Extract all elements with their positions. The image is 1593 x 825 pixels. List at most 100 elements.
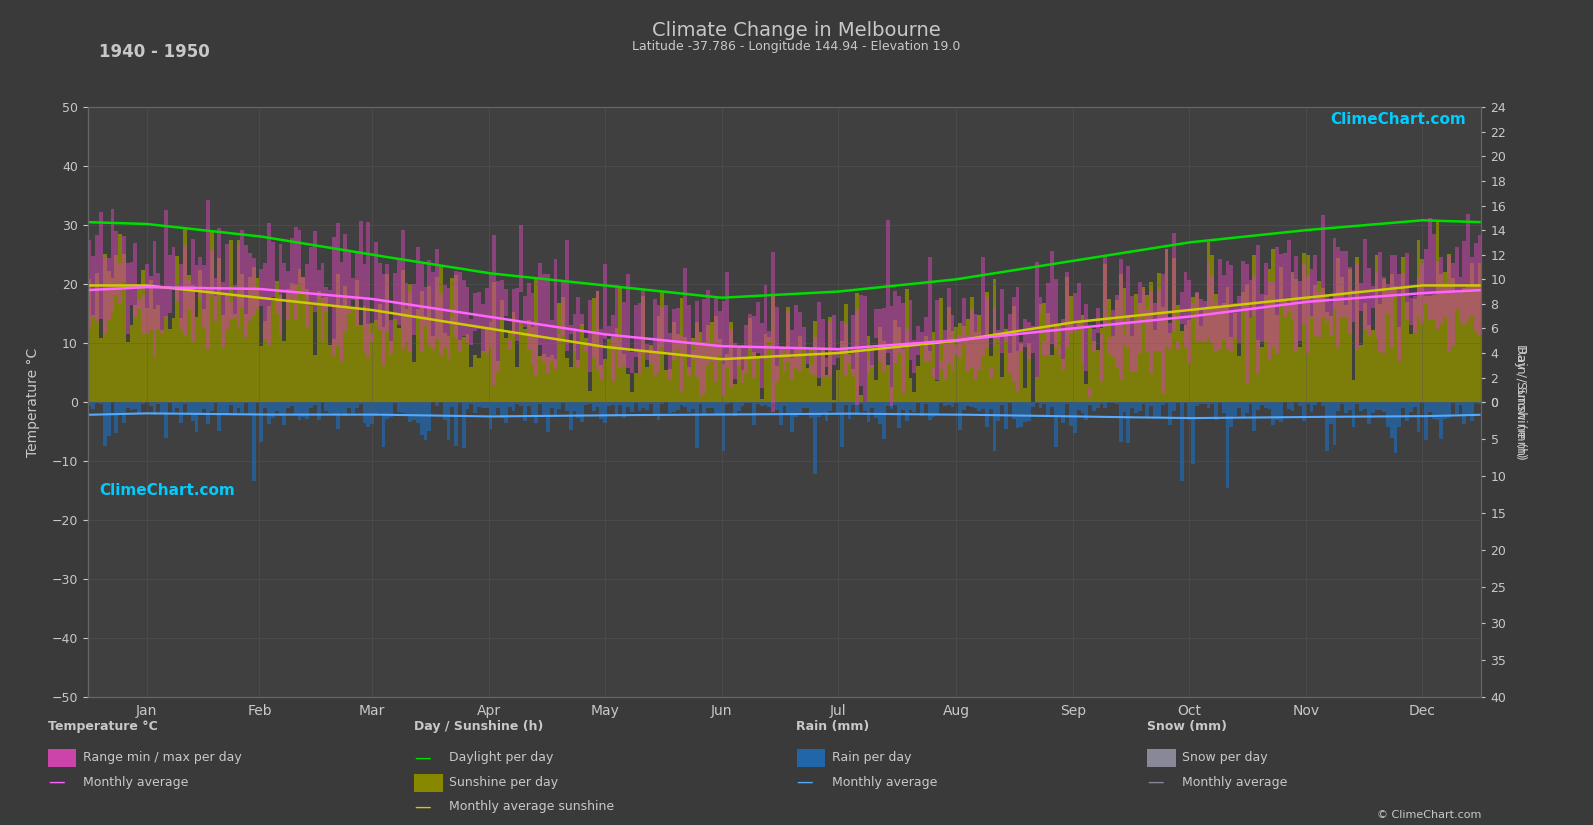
Bar	[191, 403, 194, 421]
Bar	[886, 403, 889, 406]
Bar	[1000, 290, 1004, 353]
Bar	[298, 403, 301, 420]
Bar	[225, 403, 229, 414]
Bar	[847, 354, 851, 403]
Bar	[569, 403, 572, 430]
Bar	[1413, 403, 1416, 407]
Bar	[615, 403, 618, 416]
Bar	[648, 403, 653, 404]
Bar	[817, 403, 820, 417]
Bar	[508, 339, 511, 350]
Bar	[1066, 271, 1069, 347]
Bar	[695, 301, 699, 378]
Bar	[546, 274, 550, 375]
Bar	[1206, 403, 1211, 408]
Bar	[129, 403, 134, 409]
Bar	[153, 241, 156, 357]
Bar	[1211, 275, 1214, 343]
Bar	[902, 304, 905, 393]
Bar	[374, 403, 378, 417]
Bar	[167, 255, 172, 314]
Bar	[1219, 259, 1222, 350]
Bar	[1282, 301, 1287, 403]
Bar	[511, 312, 515, 403]
Text: Snow per day: Snow per day	[1182, 751, 1268, 764]
Bar	[1397, 403, 1402, 427]
Bar	[1031, 326, 1035, 353]
Bar	[470, 367, 473, 403]
Bar	[1104, 403, 1107, 408]
Bar	[580, 403, 585, 422]
Bar	[1142, 403, 1145, 404]
Bar	[687, 305, 691, 375]
Bar	[519, 322, 523, 403]
Bar	[137, 285, 142, 403]
Bar	[656, 305, 661, 370]
Bar	[1451, 278, 1454, 403]
Bar	[347, 251, 350, 314]
Bar	[1023, 403, 1027, 422]
Bar	[355, 280, 358, 403]
Bar	[787, 403, 790, 413]
Bar	[1454, 247, 1459, 309]
Bar	[1230, 403, 1233, 427]
Bar	[301, 277, 306, 403]
Bar	[806, 368, 809, 403]
Bar	[317, 403, 320, 420]
Bar	[413, 362, 416, 403]
Bar	[558, 334, 561, 343]
Bar	[825, 358, 828, 367]
Bar	[88, 240, 91, 328]
Bar	[293, 285, 298, 403]
Bar	[623, 403, 626, 418]
Text: Climate Change in Melbourne: Climate Change in Melbourne	[652, 21, 941, 40]
Bar	[1435, 403, 1440, 420]
Bar	[924, 337, 927, 403]
Bar	[408, 285, 413, 403]
Bar	[1184, 325, 1187, 403]
Bar	[591, 403, 596, 411]
Bar	[221, 315, 225, 403]
Bar	[710, 323, 714, 403]
Bar	[1424, 403, 1427, 440]
Bar	[194, 403, 199, 431]
Bar	[626, 274, 629, 368]
Bar	[508, 333, 511, 403]
Bar	[981, 339, 984, 403]
Bar	[1085, 384, 1088, 403]
Bar	[191, 239, 194, 342]
Bar	[1459, 291, 1462, 403]
Bar	[405, 284, 408, 342]
Bar	[1085, 304, 1088, 371]
Bar	[1061, 403, 1066, 423]
Bar	[870, 365, 875, 403]
Bar	[1241, 261, 1244, 311]
Bar	[328, 290, 331, 306]
Bar	[1263, 295, 1268, 403]
Bar	[366, 403, 370, 427]
Bar	[932, 332, 935, 403]
Bar	[932, 368, 935, 377]
Bar	[126, 342, 129, 403]
Bar	[588, 391, 591, 403]
Bar	[905, 289, 908, 403]
Bar	[610, 337, 615, 403]
Bar	[99, 337, 104, 403]
Bar	[205, 403, 210, 424]
Bar	[148, 403, 153, 406]
Bar	[1329, 403, 1333, 423]
Bar	[515, 367, 519, 403]
Bar	[927, 351, 932, 403]
Bar	[1440, 403, 1443, 439]
Text: Rain per day: Rain per day	[832, 751, 911, 764]
Bar	[107, 271, 110, 403]
Bar	[293, 227, 298, 320]
Bar	[1408, 298, 1413, 325]
Bar	[1020, 342, 1023, 351]
Bar	[287, 403, 290, 408]
Bar	[274, 403, 279, 411]
Bar	[137, 403, 142, 413]
Bar	[134, 304, 137, 403]
Bar	[1244, 403, 1249, 413]
Bar	[91, 315, 96, 403]
